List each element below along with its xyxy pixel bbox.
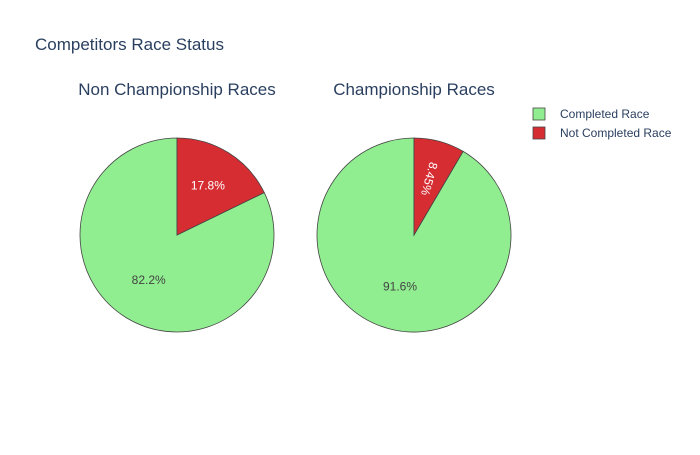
pie-title: Non Championship Races (78, 80, 276, 99)
chart-title: Competitors Race Status (35, 35, 224, 54)
legend-item[interactable]: Completed Race (532, 107, 650, 121)
pie-slice-label: 82.2% (132, 273, 166, 287)
legend-swatch (532, 126, 546, 140)
legend-label: Not Completed Race (560, 126, 672, 140)
pie-slice-not-completed-race[interactable] (413, 137, 464, 237)
pie-title: Championship Races (333, 80, 495, 99)
legend[interactable]: Completed Race Not Completed Race (532, 107, 672, 140)
pie-slice-label: 91.6% (383, 279, 417, 293)
pie-slices (316, 137, 512, 333)
legend-label: Completed Race (560, 107, 650, 121)
pie-slices (79, 137, 275, 333)
pie-slice-label: 17.8% (191, 179, 225, 193)
legend-item[interactable]: Not Completed Race (532, 126, 672, 140)
pies-group: Non Championship Races 82.2% 17.8% Champion… (78, 80, 512, 333)
legend-swatch (532, 107, 546, 121)
pie-1: Non Championship Races 82.2% 17.8% (78, 80, 276, 333)
pie-slice-not-completed-race[interactable] (176, 137, 265, 236)
pie-labels: 82.2% 17.8% (132, 179, 226, 288)
